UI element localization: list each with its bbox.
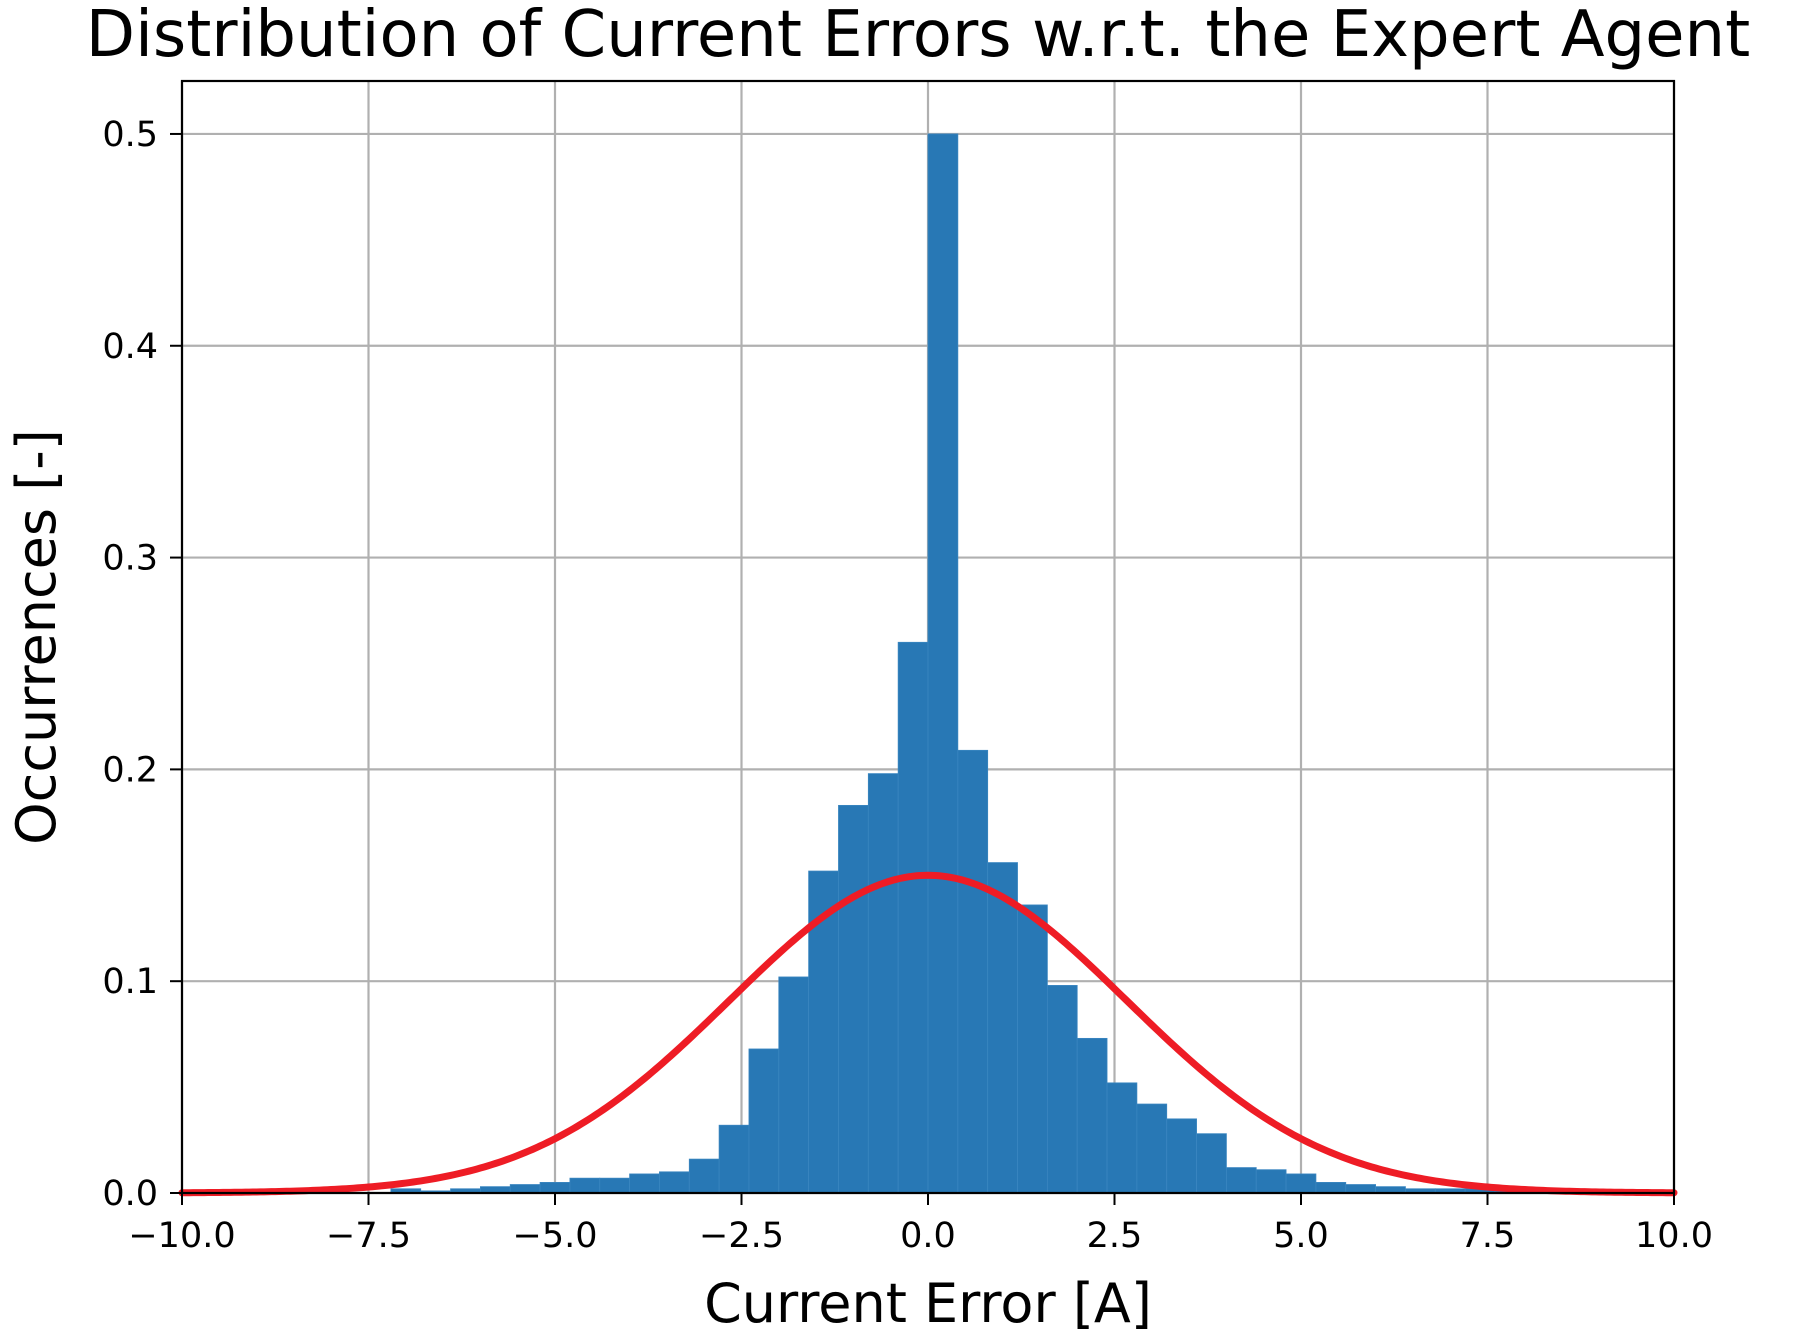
x-tick-label: −10.0 — [128, 1216, 235, 1256]
x-tick-label: −5.0 — [513, 1216, 598, 1256]
histogram-bar — [1076, 1037, 1108, 1194]
histogram-bar — [1196, 1133, 1227, 1194]
histogram-bar — [927, 133, 959, 1194]
histogram-bar — [867, 773, 899, 1194]
histogram-bar — [1226, 1167, 1257, 1194]
axis-ticks: −10.0 −7.5 −5.0 −2.5 0.0 2.5 5.0 7.5 10.0 0.0 0.1 0… — [102, 115, 1713, 1256]
normal-fit — [178, 871, 1678, 1197]
histogram-bar — [748, 1048, 780, 1194]
histogram-bar — [1136, 1103, 1168, 1194]
histogram-bar — [1106, 1082, 1138, 1194]
y-axis-label: Occurrences [-] — [5, 429, 68, 845]
x-tick-label: 10.0 — [1635, 1216, 1713, 1256]
y-tick-label: 0.2 — [102, 750, 158, 790]
histogram-bar — [1255, 1169, 1287, 1194]
histogram-bar — [1017, 904, 1048, 1194]
histogram-bar — [539, 1182, 571, 1194]
histogram-bars — [390, 133, 1526, 1194]
x-tick-label: 2.5 — [1087, 1216, 1143, 1256]
x-axis-label: Current Error [A] — [704, 1272, 1152, 1335]
histogram-bar — [1315, 1182, 1347, 1194]
histogram-bar — [509, 1184, 541, 1194]
normal-fit-curve — [178, 871, 1678, 1197]
histogram-bar — [838, 804, 869, 1194]
x-tick-label: 5.0 — [1273, 1216, 1329, 1256]
histogram-bar — [1166, 1118, 1197, 1194]
x-tick-label: −7.5 — [326, 1216, 411, 1256]
histogram-bar — [1345, 1184, 1377, 1194]
histogram-bar — [897, 641, 929, 1194]
histogram-bar — [957, 749, 989, 1194]
histogram-bar — [659, 1171, 690, 1194]
x-tick-label: −2.5 — [699, 1216, 784, 1256]
histogram-bar — [778, 976, 810, 1194]
histogram-bar — [987, 862, 1018, 1194]
y-tick-label: 0.0 — [102, 1174, 158, 1214]
histogram-bar — [718, 1124, 750, 1194]
histogram-bar — [629, 1173, 660, 1194]
histogram-bar — [569, 1177, 601, 1194]
y-tick-label: 0.3 — [102, 539, 158, 579]
y-tick-label: 0.4 — [102, 327, 158, 367]
histogram-bar — [1285, 1173, 1317, 1194]
y-tick-label: 0.5 — [102, 115, 158, 155]
histogram-bar — [1046, 985, 1078, 1194]
chart-title: Distribution of Current Errors w.r.t. th… — [86, 0, 1750, 72]
y-tick-label: 0.1 — [102, 962, 158, 1002]
x-tick-label: 0.0 — [900, 1216, 956, 1256]
x-tick-label: 7.5 — [1460, 1216, 1516, 1256]
histogram-bar — [688, 1158, 720, 1194]
histogram-bar — [599, 1177, 631, 1194]
